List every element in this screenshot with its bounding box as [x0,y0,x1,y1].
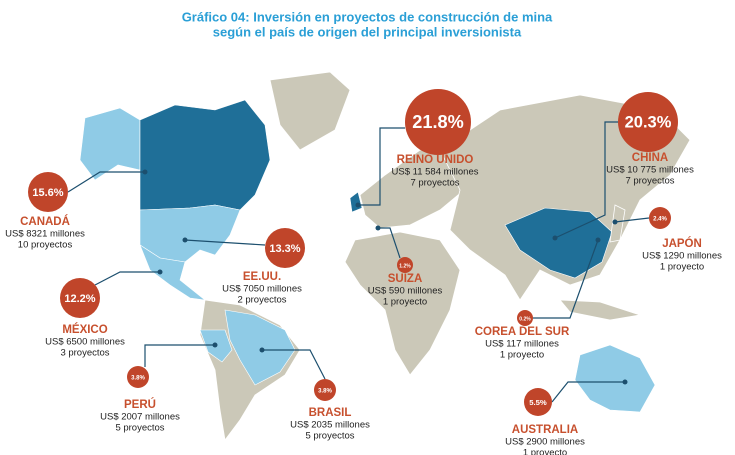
leader-dot [595,237,601,243]
percent-bubble [28,172,68,212]
leader-line [94,271,160,286]
percent-label: 20.3% [625,113,672,131]
leader-line [184,239,266,246]
leader-dot [612,219,618,225]
project-count: 7 proyectos [410,178,459,189]
percent-label: 3.8% [131,376,145,382]
percent-label: 5.5% [529,398,547,407]
project-count: 1 proyecto [660,262,704,273]
percent-bubble [127,366,149,388]
investment-amount: US$ 2035 millones [290,420,370,431]
investment-amount: US$ 10 775 millones [606,165,694,176]
project-count: 2 proyectos [237,295,286,306]
leader-dot [552,235,558,241]
leader-dot [622,379,628,385]
country-name: CANADÁ [20,215,70,228]
investment-amount: US$ 117 millones [485,339,559,350]
investment-amount: US$ 2007 millones [100,412,180,423]
country-name: JAPÓN [662,237,702,250]
percent-label: 3.8% [318,389,332,395]
subtitle: según el país de origen del principal in… [213,24,522,39]
percent-label: 12.2% [64,293,95,305]
percent-label: 0.2% [519,316,531,322]
project-count: 10 proyectos [18,240,73,251]
project-count: 5 proyectos [305,431,354,442]
leader-dot [259,347,265,353]
project-count: 1 proyecto [523,448,567,455]
leader-dot [182,237,188,243]
leader-line [551,381,625,403]
investment-amount: US$ 2900 millones [505,437,585,448]
investment-amount: US$ 7050 millones [222,284,302,295]
leader-line [358,127,405,206]
percent-bubble [524,388,552,416]
leader-dot [142,169,148,175]
leader-line [378,227,401,259]
country-name: BRASIL [309,407,352,419]
leader-dot [157,269,163,275]
percent-label: 2.4% [653,217,667,223]
percent-label: 21.8% [412,112,463,132]
country-name: SUIZA [388,273,423,285]
world-map [79,71,691,441]
percent-bubble [314,379,336,401]
percent-bubble [517,310,533,326]
percent-bubble [397,257,413,273]
percent-label: 15.6% [32,187,63,199]
country-name: EE.UU. [243,271,281,283]
investment-amount: US$ 8321 millones [5,229,85,240]
percent-bubble [265,228,305,268]
percent-label: 1.2% [399,263,411,269]
investment-amount: US$ 590 millones [368,286,443,297]
project-count: 1 proyecto [383,297,427,308]
percent-bubble [60,278,100,318]
leader-line [554,121,620,239]
leader-line [614,217,650,223]
leader-line [533,239,599,319]
project-count: 7 proyectos [625,176,674,187]
country-name: REINO UNIDO [397,154,474,166]
country-name: MÉXICO [62,323,107,336]
investment-amount: US$ 11 584 millones [392,167,479,178]
percent-label: 13.3% [269,243,300,255]
percent-bubble [618,92,678,152]
country-name: PERÚ [124,398,156,411]
title: Gráfico 04: Inversión en proyectos de co… [182,9,553,24]
leader-line [67,171,145,193]
project-count: 3 proyectos [60,348,109,359]
country-name: AUSTRALIA [512,424,578,436]
project-count: 5 proyectos [115,423,164,434]
leader-line [144,344,215,367]
leader-line [262,349,326,380]
leader-dot [212,342,218,348]
leader-dot [355,202,361,208]
project-count: 1 proyecto [500,350,544,361]
country-name: COREA DEL SUR [475,326,570,338]
percent-bubble [649,207,671,229]
leader-dot [375,225,381,231]
percent-bubble [405,89,471,155]
country-name: CHINA [632,152,668,164]
investment-amount: US$ 6500 millones [45,337,125,348]
investment-amount: US$ 1290 millones [642,251,722,262]
